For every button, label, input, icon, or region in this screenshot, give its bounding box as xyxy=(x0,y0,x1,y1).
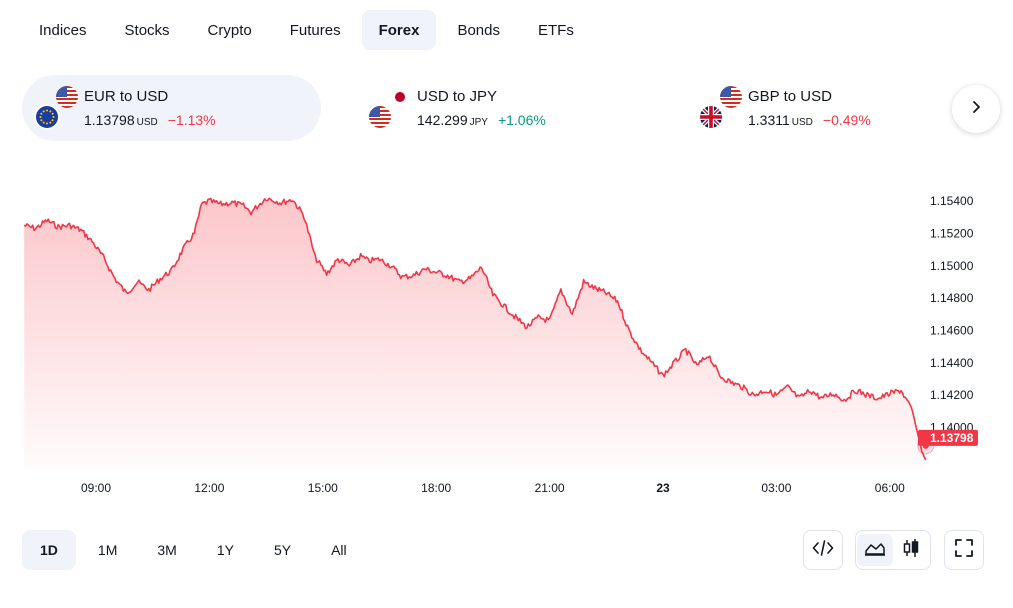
eu-flag-icon xyxy=(34,104,60,130)
ticker-title: EUR to USD xyxy=(84,88,169,105)
range-selector: 1D 1M 3M 1Y 5Y All xyxy=(22,530,369,570)
ticker-price: 1.3311 xyxy=(748,112,790,128)
price-chart[interactable]: 1.15400 1.15200 1.15000 1.14800 1.14600 1.144… xyxy=(0,170,1013,500)
ticker-card-gbpusd[interactable]: GBP to USD 1.3311 USD −0.49% xyxy=(686,75,985,141)
us-flag-icon xyxy=(56,86,78,108)
ticker-currency: USD xyxy=(136,117,158,128)
ticker-currency: JPY xyxy=(469,117,488,128)
fullscreen-icon xyxy=(954,538,974,563)
currency-pair-flags xyxy=(698,86,742,130)
range-1d[interactable]: 1D xyxy=(22,530,76,570)
range-5y[interactable]: 5Y xyxy=(273,542,292,558)
x-tick-label: 12:00 xyxy=(194,481,224,495)
tab-forex[interactable]: Forex xyxy=(361,10,437,50)
x-tick-label: 09:00 xyxy=(81,481,111,495)
candlestick-chart-button[interactable] xyxy=(893,534,929,566)
ticker-price: 142.299 xyxy=(417,112,468,128)
embed-button[interactable] xyxy=(803,530,843,570)
currency-pair-flags xyxy=(367,86,411,130)
tab-bonds[interactable]: Bonds xyxy=(457,21,500,39)
y-tick-label: 1.14200 xyxy=(930,388,974,402)
price-line xyxy=(23,197,927,461)
ticker-card-eurusd[interactable]: EUR to USD 1.13798 USD −1.13% xyxy=(22,75,321,141)
tab-indices[interactable]: Indices xyxy=(39,21,87,39)
tab-etfs[interactable]: ETFs xyxy=(538,21,574,39)
y-tick-label: 1.14600 xyxy=(930,323,974,337)
y-tick-label: 1.15200 xyxy=(930,226,974,240)
price-area-fill xyxy=(24,198,926,469)
x-tick-label: 15:00 xyxy=(308,481,338,495)
candlestick-icon xyxy=(902,538,920,563)
range-3m[interactable]: 3M xyxy=(157,542,177,558)
us-flag-icon xyxy=(367,104,393,130)
y-axis: 1.15400 1.15200 1.15000 1.14800 1.14600 1.144… xyxy=(930,194,974,435)
tab-futures[interactable]: Futures xyxy=(289,21,341,39)
fullscreen-button[interactable] xyxy=(944,530,984,570)
tab-stocks[interactable]: Stocks xyxy=(124,21,170,39)
jp-flag-icon xyxy=(389,86,411,108)
chevron-right-icon xyxy=(969,100,983,119)
x-axis: 09:00 12:00 15:00 18:00 21:00 23 03:00 06:00 xyxy=(81,481,905,495)
y-tick-label: 1.14400 xyxy=(930,356,974,370)
x-tick-label: 03:00 xyxy=(761,481,791,495)
x-tick-label: 23 xyxy=(656,481,670,495)
x-tick-label: 18:00 xyxy=(421,481,451,495)
uk-flag-icon xyxy=(698,104,724,130)
ticker-card-usdjpy[interactable]: USD to JPY 142.299 JPY +1.06% xyxy=(355,75,654,141)
ticker-change: −1.13% xyxy=(167,112,216,128)
next-tickers-button[interactable] xyxy=(952,85,1000,133)
ticker-currency: USD xyxy=(791,117,813,128)
chart-style-toggle xyxy=(855,530,931,570)
range-1y[interactable]: 1Y xyxy=(216,542,234,558)
last-price-label-bg xyxy=(918,429,978,446)
y-tick-label: 1.14800 xyxy=(930,291,974,305)
currency-pair-flags xyxy=(34,86,78,130)
ticker-change: −0.49% xyxy=(822,112,871,128)
y-tick-label: 1.15000 xyxy=(930,259,974,273)
y-tick-label: 1.15400 xyxy=(930,194,974,208)
last-price-label: 1.13798 xyxy=(930,431,974,445)
x-tick-label: 06:00 xyxy=(875,481,905,495)
market-tabs: Indices Stocks Crypto Futures Forex Bond… xyxy=(22,10,595,50)
us-flag-icon xyxy=(720,86,742,108)
ticker-change: +1.06% xyxy=(497,112,546,128)
range-1m[interactable]: 1M xyxy=(97,542,118,558)
x-tick-label: 21:00 xyxy=(535,481,565,495)
range-all[interactable]: All xyxy=(331,542,347,558)
ticker-title: USD to JPY xyxy=(417,88,498,105)
area-chart-icon xyxy=(864,539,886,562)
code-embed-icon xyxy=(812,539,834,562)
area-chart-button[interactable] xyxy=(857,534,893,566)
tab-crypto[interactable]: Crypto xyxy=(207,21,252,39)
ticker-title: GBP to USD xyxy=(748,88,832,105)
ticker-price: 1.13798 xyxy=(84,112,135,128)
